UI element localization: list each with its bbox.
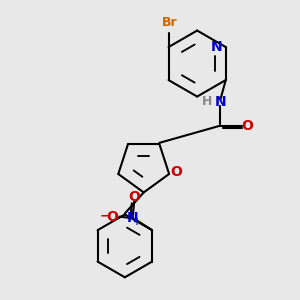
Text: N: N [214, 95, 226, 109]
Text: Br: Br [162, 16, 178, 29]
Text: N: N [210, 40, 222, 54]
Text: O: O [170, 165, 182, 179]
Text: N: N [127, 211, 138, 225]
Text: O: O [128, 190, 140, 203]
Text: −: − [100, 209, 110, 223]
Text: +: + [133, 217, 141, 227]
Text: O: O [106, 210, 118, 224]
Text: O: O [241, 118, 253, 133]
Text: H: H [202, 95, 212, 108]
